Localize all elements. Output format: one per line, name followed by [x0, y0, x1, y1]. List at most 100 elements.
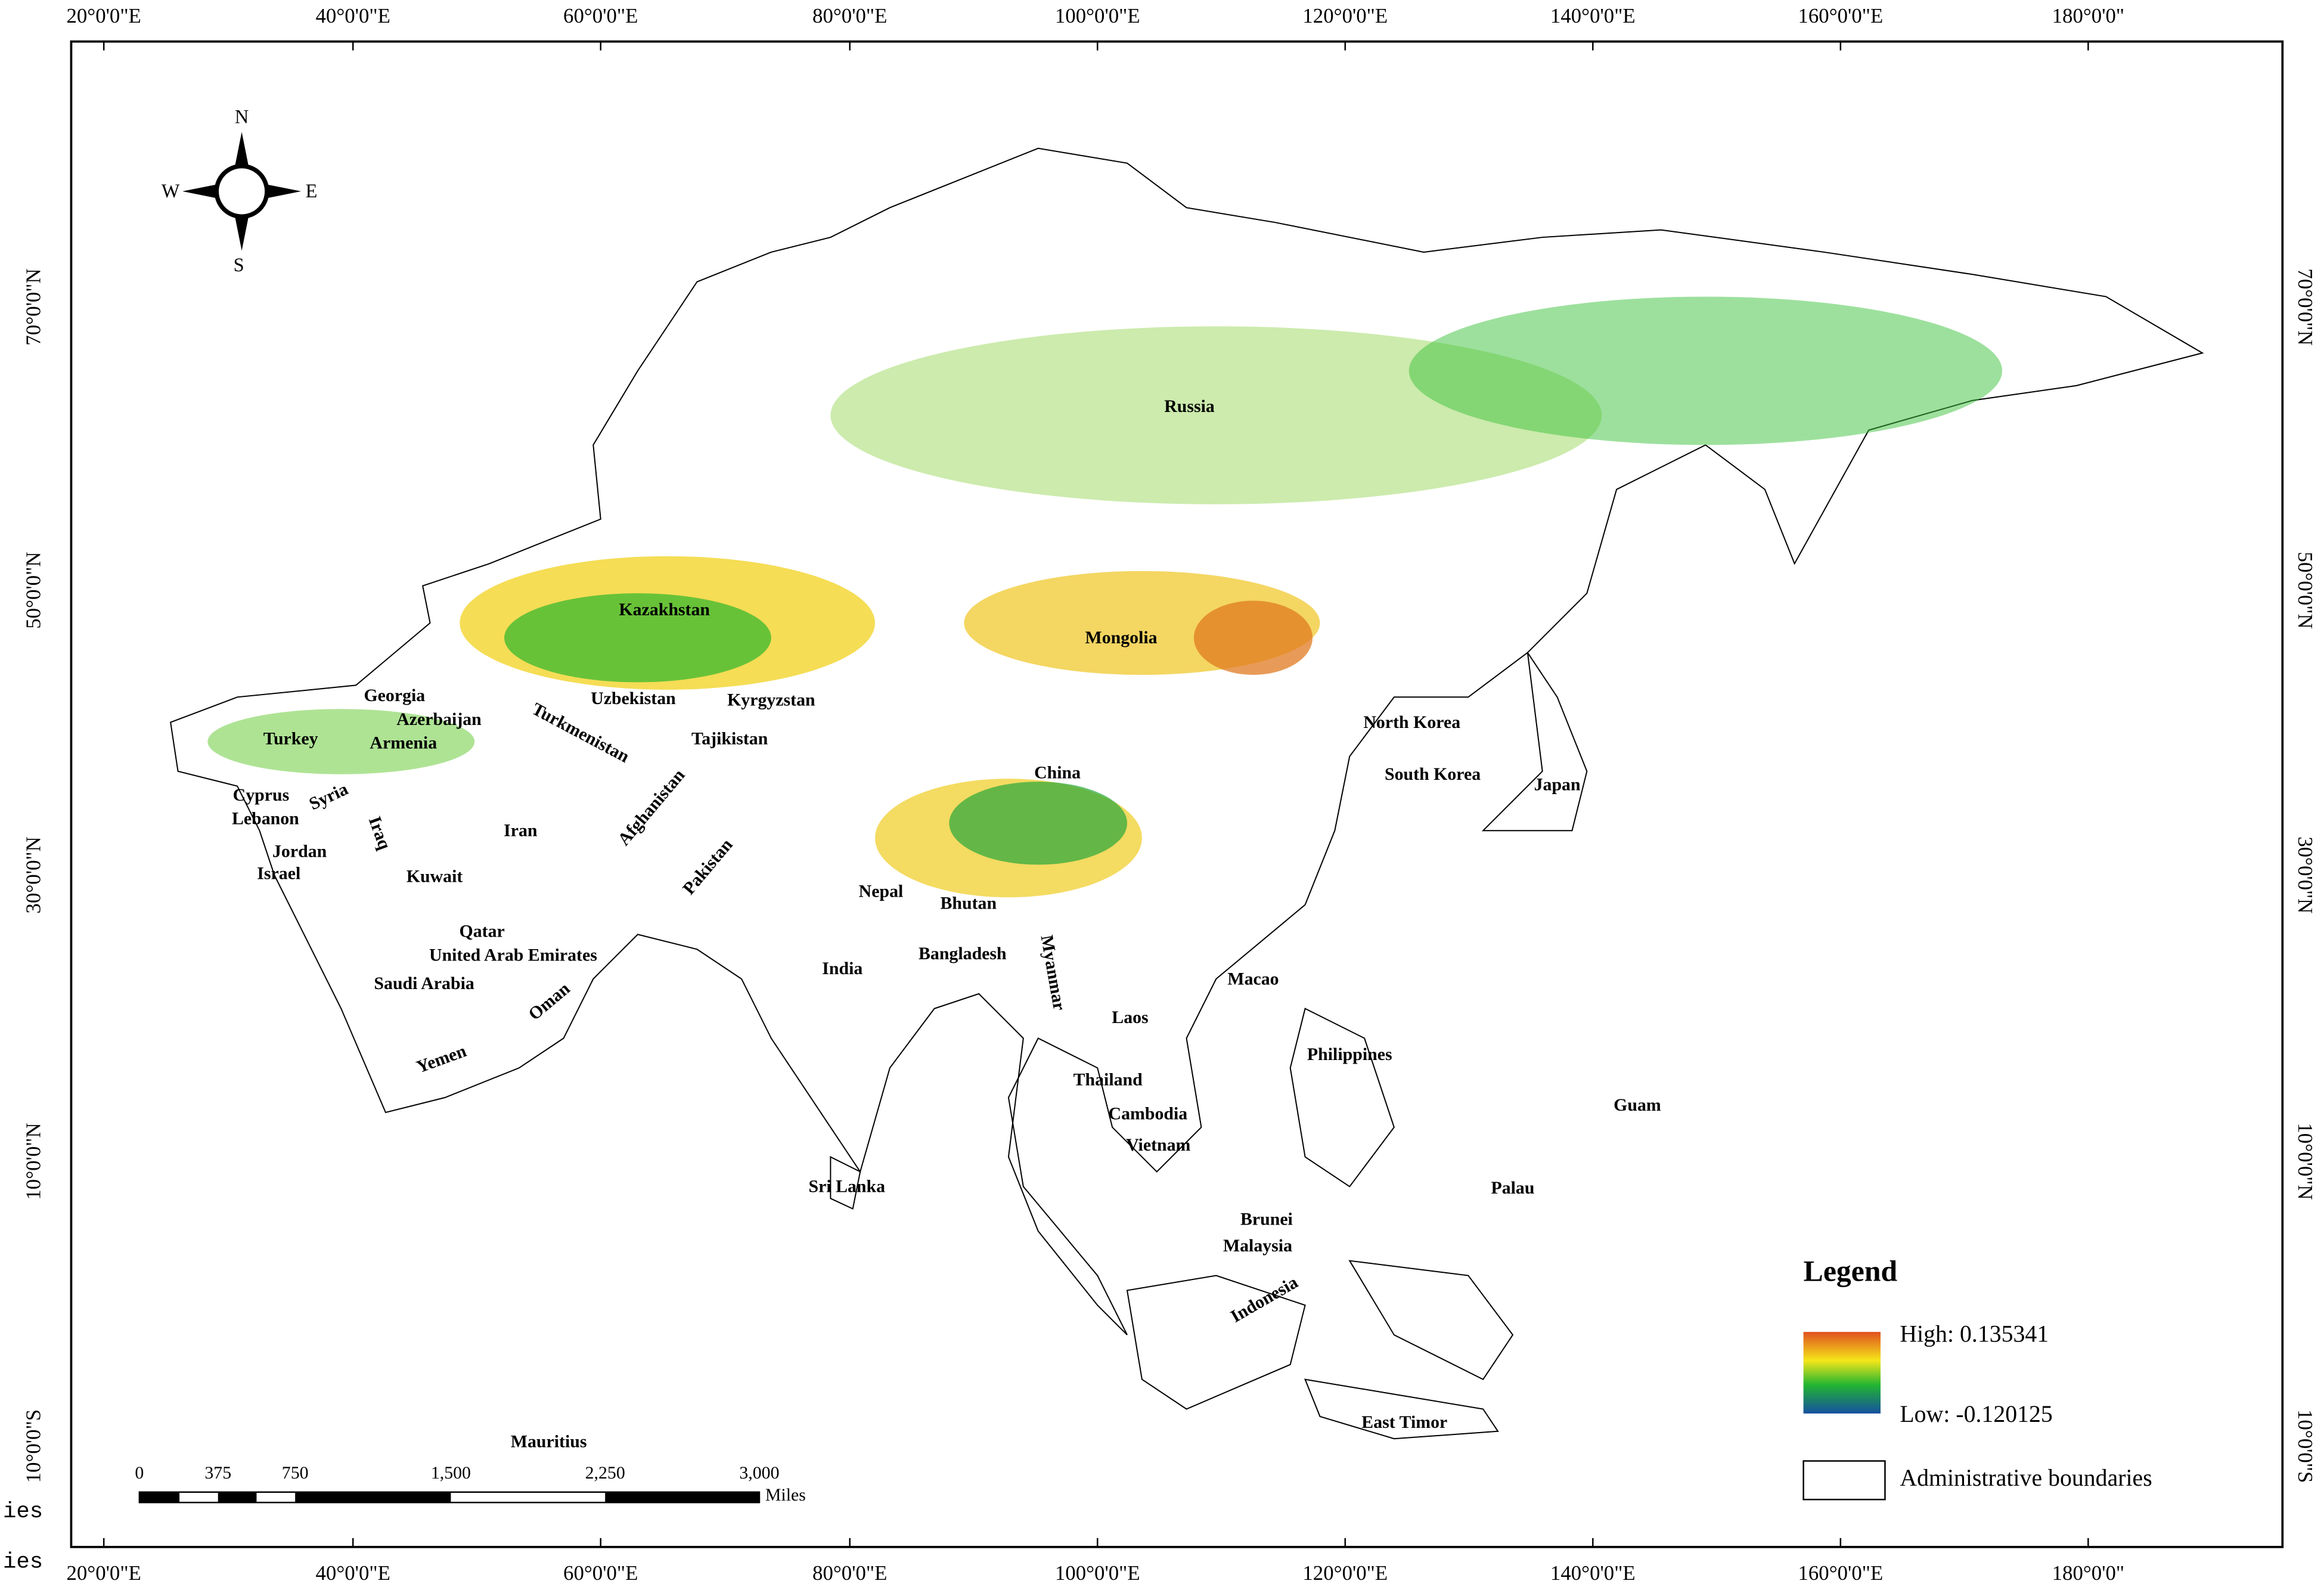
longitude-label: 60°0'0"E	[563, 1561, 638, 1585]
latitude-label: 30°0'0"N	[2294, 836, 2317, 913]
country-label: Mongolia	[1085, 628, 1158, 647]
country-label: Palau	[1491, 1178, 1534, 1198]
longitude-label: 80°0'0"E	[812, 1561, 887, 1585]
legend-boundary-swatch	[1802, 1460, 1886, 1501]
country-label: Azerbaijan	[396, 709, 482, 729]
scale-tick-label: 750	[282, 1463, 309, 1483]
longitude-label: 100°0'0"E	[1055, 4, 1140, 27]
country-label: India	[822, 959, 862, 978]
raster-patch	[1408, 296, 2003, 445]
longitude-label: 100°0'0"E	[1055, 1561, 1140, 1585]
longitude-label: 120°0'0"E	[1302, 4, 1388, 27]
legend-boundaries: Administrative boundaries	[1900, 1465, 2152, 1491]
stray-text: ies	[3, 1499, 43, 1524]
longitude-label: 180°0'0"	[2052, 4, 2125, 27]
country-label: Thailand	[1073, 1070, 1143, 1090]
latitude-label: 70°0'0"N	[2294, 268, 2317, 345]
country-label: Israel	[257, 864, 300, 884]
north-arrow	[182, 132, 302, 251]
country-label: South Korea	[1385, 764, 1481, 784]
longitude-label: 40°0'0"E	[316, 4, 390, 27]
raster-patch	[207, 709, 475, 774]
country-label: Cyprus	[233, 785, 290, 805]
country-label: Tajikistan	[691, 729, 768, 748]
longitude-label: 60°0'0"E	[563, 4, 638, 27]
country-label: Malaysia	[1223, 1236, 1292, 1256]
stray-text: ies	[3, 1550, 43, 1575]
latitude-label: 10°0'0"S	[22, 1409, 45, 1483]
country-label: Japan	[1534, 774, 1581, 794]
country-label: Saudi Arabia	[374, 974, 474, 993]
legend-title: Legend	[1804, 1255, 1898, 1288]
country-label: Vietnam	[1126, 1135, 1190, 1155]
longitude-label: 160°0'0"E	[1798, 4, 1883, 27]
scale-tick-label: 1,500	[431, 1463, 471, 1483]
country-label: United Arab Emirates	[429, 946, 597, 965]
country-label: Russia	[1164, 396, 1215, 416]
country-label: Lebanon	[232, 809, 299, 829]
longitude-label: 180°0'0"	[2052, 1561, 2125, 1585]
raster-patch	[1193, 600, 1313, 675]
raster-patch	[830, 326, 1602, 504]
country-label: Georgia	[364, 686, 425, 705]
latitude-label: 50°0'0"N	[2294, 552, 2317, 629]
latitude-label: 50°0'0"N	[22, 552, 45, 629]
latitude-label: 10°0'0"N	[2294, 1123, 2317, 1200]
index-raster	[207, 296, 2003, 898]
country-label: Bangladesh	[919, 944, 1007, 963]
country-label: Nepal	[859, 882, 904, 901]
latitude-label: 10°0'0"S	[2294, 1409, 2317, 1483]
country-label: Kyrgyzstan	[727, 690, 815, 710]
country-label: Kazakhstan	[619, 600, 710, 619]
country-label: East Timor	[1361, 1412, 1447, 1432]
country-label: Cambodia	[1109, 1104, 1188, 1124]
country-label: Philippines	[1307, 1044, 1392, 1064]
country-label: Qatar	[460, 922, 505, 941]
country-label: Turkey	[263, 729, 318, 748]
country-label: China	[1034, 763, 1081, 783]
scale-tick-label: 3,000	[739, 1463, 779, 1483]
country-label: Bhutan	[941, 893, 997, 913]
raster-patch	[504, 593, 771, 683]
longitude-label: 140°0'0"E	[1550, 1561, 1636, 1585]
country-label: Uzbekistan	[591, 689, 676, 708]
legend-high: High: 0.135341	[1900, 1321, 2049, 1347]
country-label: Jordan	[272, 841, 327, 861]
country-label: Kuwait	[407, 867, 463, 887]
landmass	[170, 147, 2204, 1440]
legend-ramp	[1803, 1332, 1881, 1414]
legend: Legend High: 0.135341 Low: -0.120125 Adm…	[1802, 1255, 2152, 1501]
longitude-label: 80°0'0"E	[812, 4, 887, 27]
longitude-label: 40°0'0"E	[316, 1561, 390, 1585]
country-label: Mauritius	[511, 1432, 587, 1452]
country-label: Laos	[1112, 1008, 1148, 1027]
raster-patch	[949, 782, 1128, 865]
latitude-label: 30°0'0"N	[22, 836, 45, 913]
country-label: Brunei	[1240, 1209, 1293, 1229]
scale-bar	[138, 1491, 761, 1504]
compass-w: W	[162, 180, 180, 202]
longitude-label: 140°0'0"E	[1550, 4, 1636, 27]
country-label: Armenia	[370, 733, 437, 753]
scale-tick-label: 375	[204, 1463, 231, 1483]
longitude-label: 160°0'0"E	[1798, 1561, 1883, 1585]
country-label: Sri Lanka	[808, 1177, 885, 1197]
longitude-label: 20°0'0"E	[66, 1561, 141, 1585]
compass-s: S	[234, 254, 244, 275]
compass-e: E	[306, 180, 318, 202]
latitude-label: 70°0'0"N	[22, 268, 45, 345]
scale-tick-label: 0	[135, 1463, 144, 1483]
scale-tick-label: 2,250	[585, 1463, 625, 1483]
longitude-label: 120°0'0"E	[1302, 1561, 1388, 1585]
country-label: Iran	[504, 821, 538, 841]
legend-low: Low: -0.120125	[1900, 1401, 2052, 1427]
scale-unit: Miles	[765, 1485, 806, 1505]
country-label: Macao	[1227, 969, 1279, 988]
longitude-label: 20°0'0"E	[66, 4, 141, 27]
country-label: North Korea	[1363, 712, 1460, 732]
compass-n: N	[235, 106, 249, 127]
country-label: Guam	[1614, 1095, 1661, 1115]
latitude-label: 10°0'0"N	[22, 1123, 45, 1200]
